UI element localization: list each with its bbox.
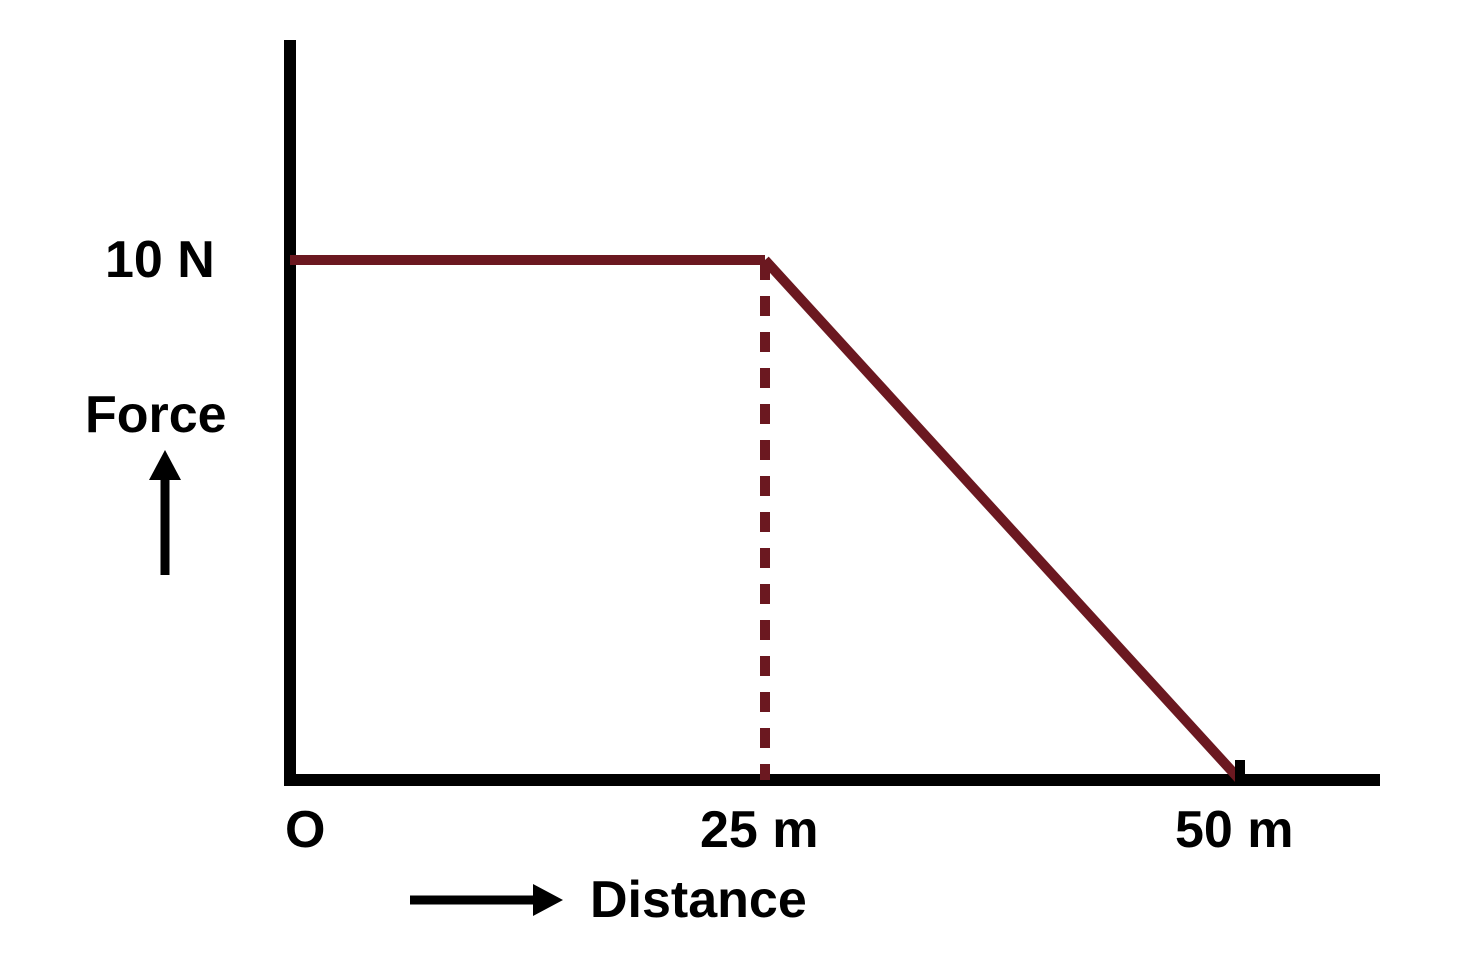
y-axis-title: Force xyxy=(85,385,227,445)
x-axis-tick-25: 25 m xyxy=(700,800,819,860)
x-axis-title: Distance xyxy=(590,870,807,930)
chart-svg xyxy=(60,40,1410,920)
x-axis-arrow-icon xyxy=(405,875,565,925)
y-axis-arrow-icon xyxy=(135,450,195,580)
y-axis-tick-label: 10 N xyxy=(105,230,215,290)
data-line-segment-2 xyxy=(765,260,1240,780)
x-axis-tick-50: 50 m xyxy=(1175,800,1294,860)
chart-container: 10 N Force O 25 m 50 m Distance xyxy=(60,40,1410,920)
origin-label: O xyxy=(285,800,325,860)
